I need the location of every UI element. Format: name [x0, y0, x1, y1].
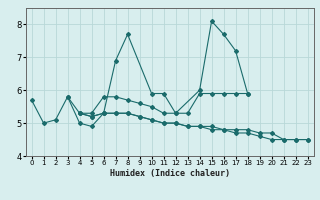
X-axis label: Humidex (Indice chaleur): Humidex (Indice chaleur) — [109, 169, 230, 178]
